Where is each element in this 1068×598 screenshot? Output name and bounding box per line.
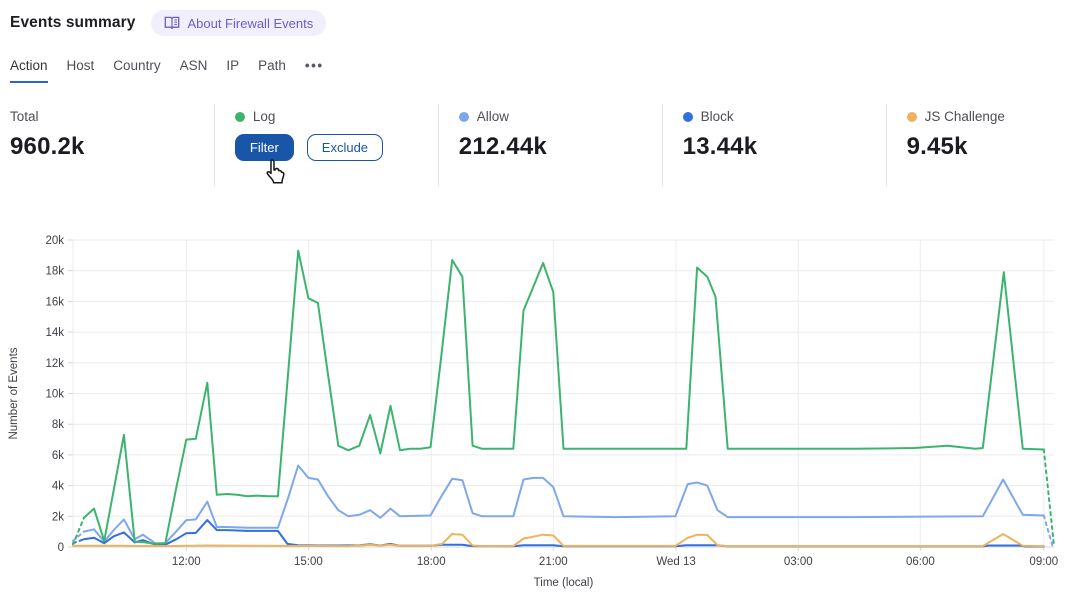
stat-total-label: Total xyxy=(10,109,39,124)
tab-action[interactable]: Action xyxy=(10,58,48,83)
y-tick-label: 4k xyxy=(52,481,64,493)
stat-block-label: Block xyxy=(700,109,734,124)
open-book-icon xyxy=(164,16,180,30)
y-tick-label: 10k xyxy=(45,389,64,401)
js-challenge-series-dot xyxy=(906,111,917,122)
tab-path[interactable]: Path xyxy=(258,58,286,73)
allow-series-dot xyxy=(458,111,469,122)
stats-row: Total 960.2k Log Filter Exclude Allow 21… xyxy=(10,104,1058,186)
about-firewall-events-badge[interactable]: About Firewall Events xyxy=(151,10,327,36)
log-series-dot xyxy=(234,111,245,122)
y-tick-label: 8k xyxy=(52,419,64,431)
block-series-dot xyxy=(682,111,693,122)
x-tick-label: Wed 13 xyxy=(656,556,695,568)
stat-card-allow[interactable]: Allow 212.44k xyxy=(437,104,662,186)
y-tick-label: 14k xyxy=(45,327,64,339)
chart-canvas[interactable]: 12:00 15:00 18:00 21:00 Wed 13 03:00 06:00 09:0… xyxy=(0,228,1068,598)
series-line-block xyxy=(82,519,1045,548)
header: Events summary About Firewall Events xyxy=(10,10,327,36)
stat-js-challenge-value: 9.45k xyxy=(906,133,968,160)
series-line-allow-dashed-tail xyxy=(1042,514,1054,548)
exclude-button[interactable]: Exclude xyxy=(306,134,384,161)
y-tick-label: 6k xyxy=(52,450,64,462)
y-tick-label: 0 xyxy=(58,542,64,554)
x-tick-label: 06:00 xyxy=(906,556,935,568)
x-tick-label: 09:00 xyxy=(1029,556,1058,568)
series-line-log-dashed-tail xyxy=(1042,448,1055,547)
stat-total: Total 960.2k xyxy=(10,104,214,186)
stat-log-label: Log xyxy=(252,109,276,124)
x-tick-label: 18:00 xyxy=(417,556,446,568)
stat-block-value: 13.44k xyxy=(682,133,758,160)
tab-overflow-ellipsis[interactable]: ••• xyxy=(304,58,324,73)
stat-total-value: 960.2k xyxy=(10,133,85,160)
filter-button[interactable]: Filter xyxy=(234,134,294,161)
stat-js-challenge-label: JS Challenge xyxy=(924,109,1005,124)
series-line-js-challenge xyxy=(72,533,1045,548)
y-tick-label: 12k xyxy=(45,358,64,370)
stat-allow-label: Allow xyxy=(476,109,510,124)
stat-card-js-challenge[interactable]: JS Challenge 9.45k xyxy=(885,104,1058,186)
x-tick-label: 12:00 xyxy=(172,556,201,568)
tab-host[interactable]: Host xyxy=(66,58,95,73)
x-tick-label: 21:00 xyxy=(539,556,568,568)
y-tick-label: 20k xyxy=(45,235,64,247)
page-title: Events summary xyxy=(10,14,136,31)
y-tick-label: 2k xyxy=(52,511,64,523)
events-time-series-chart[interactable]: 12:00 15:00 18:00 21:00 Wed 13 03:00 06:00 09:0… xyxy=(0,228,1068,598)
stat-allow-value: 212.44k xyxy=(458,133,547,160)
about-badge-label: About Firewall Events xyxy=(187,15,314,31)
y-axis-title: Number of Events xyxy=(8,347,20,439)
tab-ip[interactable]: IP xyxy=(226,58,240,73)
series-line-allow-dashed-head xyxy=(72,530,85,542)
tab-country[interactable]: Country xyxy=(113,58,161,73)
stat-card-block[interactable]: Block 13.44k xyxy=(661,104,886,186)
x-tick-label: 03:00 xyxy=(784,556,813,568)
series-line-log xyxy=(82,249,1045,545)
stat-card-log[interactable]: Log Filter Exclude xyxy=(213,104,438,186)
x-tick-label: 15:00 xyxy=(294,556,323,568)
tab-asn[interactable]: ASN xyxy=(179,58,208,73)
tab-bar: Action Host Country ASN IP Path ••• xyxy=(10,58,324,83)
y-tick-label: 18k xyxy=(45,266,64,278)
y-tick-label: 16k xyxy=(45,296,64,308)
series-line-log-dashed-head xyxy=(72,516,85,546)
x-axis-title: Time (local) xyxy=(534,577,594,589)
series-line-allow xyxy=(82,464,1045,545)
